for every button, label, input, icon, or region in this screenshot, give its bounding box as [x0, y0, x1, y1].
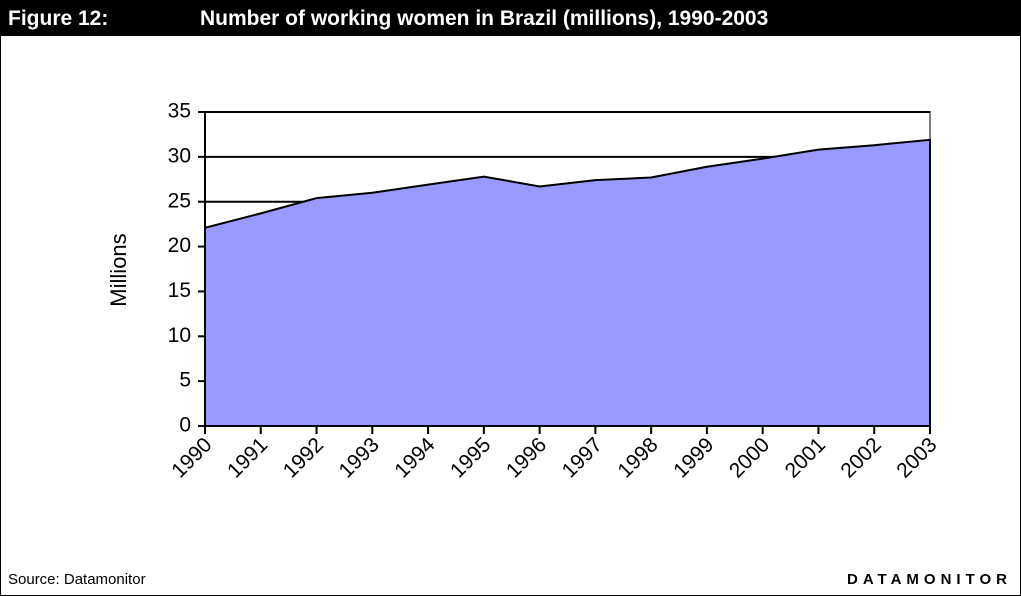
y-tick-label: 25 — [168, 189, 191, 212]
y-axis-label: Millions — [106, 233, 131, 306]
y-tick-label: 20 — [168, 234, 191, 257]
y-tick-label: 30 — [168, 144, 191, 167]
y-tick-label: 0 — [179, 414, 191, 437]
source: Source: Datamonitor — [8, 571, 146, 588]
header-bar — [0, 0, 1021, 36]
y-tick-label: 15 — [168, 279, 191, 302]
figure-label: Figure 12: — [8, 7, 108, 30]
area — [204, 138, 931, 427]
brand: DATAMONITOR — [847, 571, 1012, 588]
y-tick-label: 35 — [168, 100, 191, 123]
chart-title: Number of working women in Brazil (milli… — [200, 7, 768, 30]
y-tick-label: 5 — [179, 369, 191, 392]
y-tick-label: 10 — [168, 324, 191, 347]
